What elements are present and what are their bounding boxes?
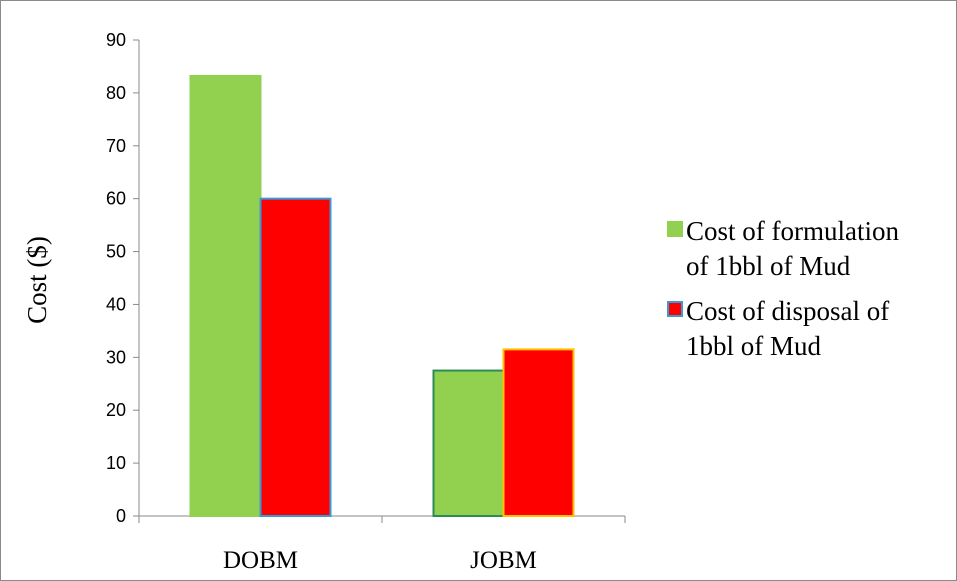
bars [189, 74, 575, 518]
y-tick-label: 70 [106, 136, 126, 156]
y-axis: 0 10 20 30 40 50 60 70 80 90 [106, 30, 140, 526]
y-tick-label: 0 [116, 506, 126, 526]
y-tick-label: 60 [106, 189, 126, 209]
x-category-label: DOBM [223, 547, 298, 574]
legend-swatch-series2 [667, 301, 683, 317]
legend: Cost of formulation of 1bbl of Mud Cost of… [667, 216, 899, 361]
y-axis-title: Cost ($) [22, 236, 52, 324]
y-tick-label: 90 [106, 30, 126, 50]
legend-label-series2: 1bbl of Mud [686, 331, 822, 361]
y-tick-label: 50 [106, 242, 126, 262]
y-tick-label: 10 [106, 453, 126, 473]
bar-series1-jobm [432, 369, 505, 517]
y-tick-label: 80 [106, 83, 126, 103]
y-tick-label: 30 [106, 347, 126, 367]
legend-swatch-series1 [667, 221, 683, 237]
x-axis: DOBM JOBM [138, 515, 626, 574]
y-tick-label: 20 [106, 400, 126, 420]
legend-label-series2: Cost of disposal of [686, 296, 889, 326]
y-tick-label: 40 [106, 294, 126, 314]
bar-series1-dobm [189, 74, 262, 517]
legend-label-series1: Cost of formulation [686, 216, 899, 246]
bar-series2-jobm [502, 348, 575, 517]
bar-series2-dobm [259, 197, 332, 518]
legend-label-series1: of 1bbl of Mud [686, 251, 851, 281]
x-category-label: JOBM [470, 547, 537, 574]
